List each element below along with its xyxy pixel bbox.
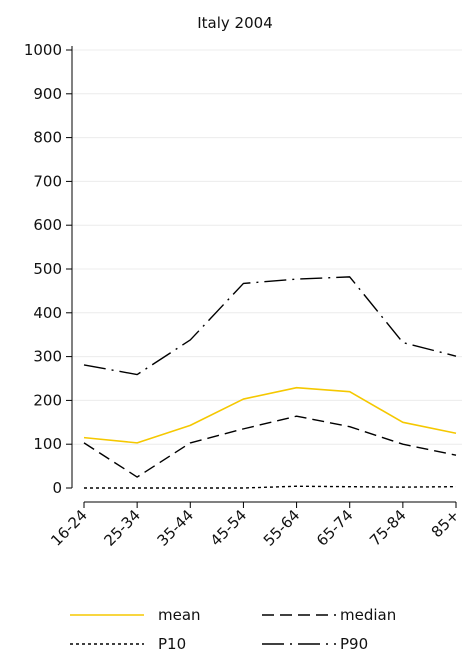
x-tick-label: 65-74	[313, 506, 357, 550]
x-tick-label: 75-84	[366, 506, 410, 550]
legend-item-median: median	[262, 606, 396, 624]
y-axis-ticks: 0 100 200 300 400 500 600 700 800 900 1000	[24, 41, 72, 497]
x-tick-label: 45-54	[207, 506, 251, 550]
axes	[71, 46, 456, 503]
x-tick-label: 25-34	[100, 506, 144, 550]
y-tick-label: 500	[33, 260, 62, 278]
legend-item-p90: P90	[262, 635, 368, 653]
legend-item-p10: P10	[70, 635, 186, 653]
x-axis-ticks: 16-24 25-34 35-44 45-54 55-64 65-74 75-84 85+	[47, 502, 463, 550]
legend-label: median	[340, 606, 396, 624]
legend-label: P90	[340, 635, 368, 653]
series-line-p10	[84, 485, 457, 489]
series-line-p90	[83, 276, 457, 376]
series-lines	[83, 276, 457, 489]
legend-label: mean	[158, 606, 201, 624]
x-tick-label: 55-64	[260, 506, 304, 550]
legend: mean median P10 P90	[70, 606, 396, 653]
y-tick-label: 400	[33, 304, 62, 322]
y-tick-label: 900	[33, 85, 62, 103]
y-tick-label: 300	[33, 348, 62, 366]
gridlines	[72, 49, 462, 445]
y-tick-label: 200	[33, 391, 62, 409]
x-tick-label: 85+	[428, 506, 463, 541]
legend-item-mean: mean	[70, 606, 201, 624]
y-tick-label: 1000	[24, 41, 62, 59]
chart-title: Italy 2004	[197, 14, 272, 32]
y-tick-label: 800	[33, 129, 62, 147]
series-line-mean	[83, 386, 457, 444]
y-tick-label: 0	[52, 479, 62, 497]
x-tick-label: 16-24	[47, 506, 91, 550]
series-line-median	[83, 415, 457, 478]
x-tick-label: 35-44	[154, 506, 198, 550]
legend-label: P10	[158, 635, 186, 653]
y-tick-label: 600	[33, 216, 62, 234]
y-tick-label: 700	[33, 172, 62, 190]
y-tick-label: 100	[33, 435, 62, 453]
